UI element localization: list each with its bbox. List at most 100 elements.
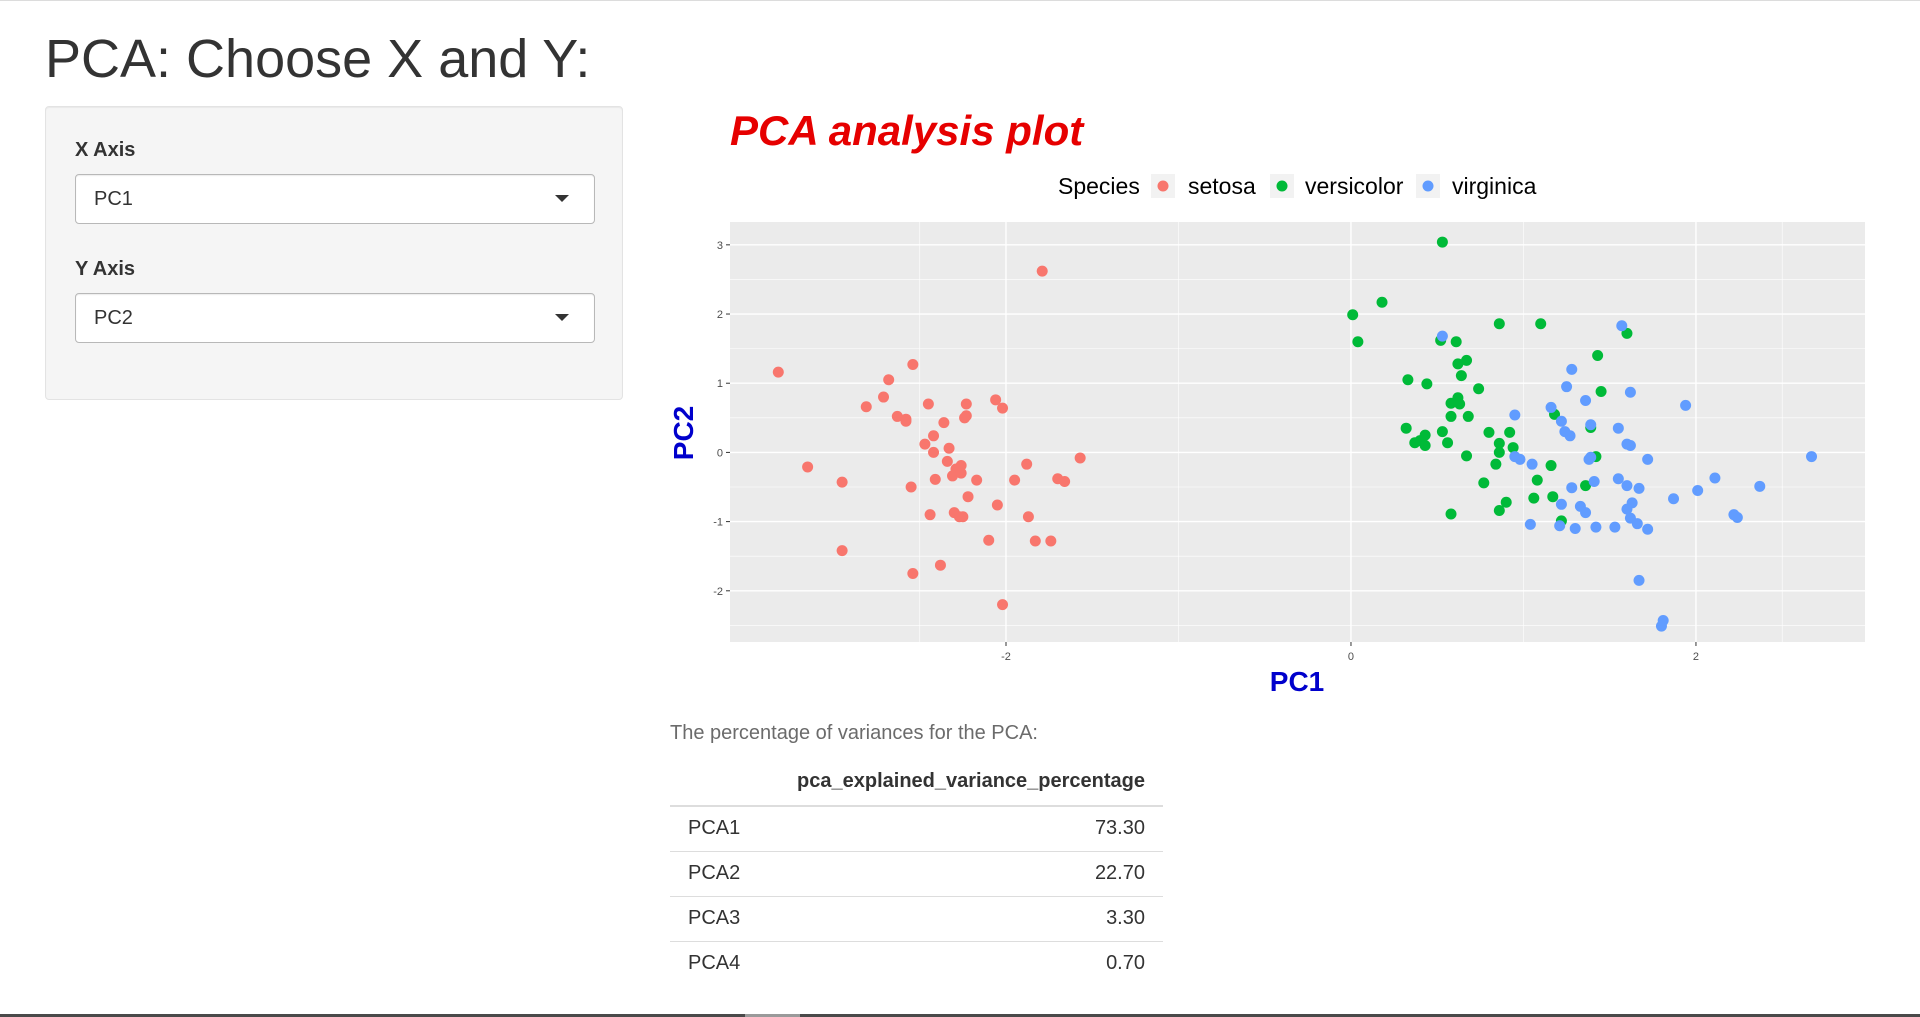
x-tick-label: 2 bbox=[1693, 651, 1699, 663]
point-versicolor bbox=[1421, 378, 1433, 390]
legend: Species setosa versicolor virginica bbox=[1058, 173, 1537, 199]
point-virginica bbox=[1555, 498, 1567, 510]
point-setosa bbox=[928, 430, 940, 442]
legend-swatch-virginica bbox=[1422, 180, 1434, 192]
point-versicolor bbox=[1400, 422, 1412, 434]
row-value: 73.30 bbox=[1094, 817, 1145, 839]
point-versicolor bbox=[1442, 437, 1454, 449]
point-setosa bbox=[928, 446, 940, 458]
horizontal-scrollbar[interactable] bbox=[0, 1014, 1920, 1017]
point-setosa bbox=[907, 359, 919, 371]
table-header-row: pca_explained_variance_percentage bbox=[670, 760, 1163, 807]
point-virginica bbox=[1692, 484, 1704, 496]
point-virginica bbox=[1583, 453, 1595, 465]
point-virginica bbox=[1642, 523, 1654, 535]
point-setosa bbox=[900, 415, 912, 427]
point-versicolor bbox=[1493, 437, 1505, 449]
point-versicolor bbox=[1545, 460, 1557, 472]
point-versicolor bbox=[1531, 474, 1543, 486]
point-setosa bbox=[1021, 458, 1033, 470]
point-virginica bbox=[1709, 472, 1721, 484]
point-setosa bbox=[943, 442, 955, 454]
point-virginica bbox=[1580, 507, 1592, 519]
point-versicolor bbox=[1450, 336, 1462, 348]
point-virginica bbox=[1624, 439, 1636, 451]
point-virginica bbox=[1514, 453, 1526, 465]
point-setosa bbox=[1022, 511, 1034, 523]
point-virginica bbox=[1588, 475, 1600, 487]
point-setosa bbox=[947, 470, 959, 482]
point-virginica bbox=[1526, 458, 1538, 470]
point-virginica bbox=[1509, 409, 1521, 421]
point-setosa bbox=[991, 499, 1003, 511]
point-versicolor bbox=[1478, 477, 1490, 489]
point-setosa bbox=[860, 401, 872, 413]
point-virginica bbox=[1624, 386, 1636, 398]
legend-swatch-versicolor bbox=[1276, 180, 1288, 192]
legend-label-setosa: setosa bbox=[1188, 173, 1256, 199]
point-setosa bbox=[962, 491, 974, 503]
point-versicolor bbox=[1436, 426, 1448, 438]
y-axis-select[interactable]: PC2 bbox=[75, 293, 595, 343]
row-name: PCA2 bbox=[670, 851, 763, 897]
point-setosa bbox=[907, 567, 919, 579]
x-axis-select[interactable]: PC1 bbox=[75, 174, 595, 224]
point-virginica bbox=[1631, 518, 1643, 530]
point-virginica bbox=[1436, 330, 1448, 342]
row-value: 3.30 bbox=[762, 896, 1163, 942]
point-versicolor bbox=[1493, 318, 1505, 330]
point-versicolor bbox=[1592, 350, 1604, 362]
gridlines bbox=[730, 222, 1865, 642]
point-versicolor bbox=[1445, 508, 1457, 520]
row-name: PCA3 bbox=[670, 896, 763, 942]
table-row: PCA3 3.30 bbox=[670, 896, 1163, 942]
y-tick-label: 3 bbox=[717, 240, 723, 252]
scrollbar-thumb[interactable] bbox=[745, 1014, 800, 1017]
point-versicolor bbox=[1528, 492, 1540, 504]
variance-caption: The percentage of variances for the PCA: bbox=[670, 722, 1038, 744]
point-setosa bbox=[997, 599, 1009, 611]
point-versicolor bbox=[1507, 442, 1519, 454]
point-setosa bbox=[934, 559, 946, 571]
point-versicolor bbox=[1347, 309, 1359, 321]
point-versicolor bbox=[1483, 426, 1495, 438]
point-setosa bbox=[960, 398, 972, 410]
x-tick-label: -2 bbox=[1001, 651, 1011, 663]
point-virginica bbox=[1566, 482, 1578, 494]
point-setosa bbox=[772, 366, 784, 378]
point-setosa bbox=[905, 481, 917, 493]
point-versicolor bbox=[1376, 296, 1388, 308]
table-header-variance: pca_explained_variance_percentage bbox=[762, 760, 1163, 807]
y-tick-label: 0 bbox=[717, 447, 723, 459]
point-setosa bbox=[883, 374, 895, 386]
point-versicolor bbox=[1461, 354, 1473, 366]
y-axis-selected-value: PC2 bbox=[94, 307, 133, 329]
point-virginica bbox=[1585, 419, 1597, 431]
point-virginica bbox=[1655, 620, 1667, 632]
point-versicolor bbox=[1580, 480, 1592, 492]
point-setosa bbox=[929, 473, 941, 485]
point-versicolor bbox=[1504, 426, 1516, 438]
point-virginica bbox=[1680, 399, 1692, 411]
y-tick-label: 2 bbox=[717, 309, 723, 321]
point-setosa bbox=[955, 460, 967, 472]
point-virginica bbox=[1569, 523, 1581, 535]
point-virginica bbox=[1612, 422, 1624, 434]
point-virginica bbox=[1555, 415, 1567, 427]
y-axis-label: Y Axis bbox=[75, 258, 136, 280]
point-setosa bbox=[997, 402, 1009, 414]
chevron-down-icon bbox=[555, 195, 569, 202]
point-versicolor bbox=[1493, 505, 1505, 517]
point-versicolor bbox=[1402, 374, 1414, 386]
point-versicolor bbox=[1455, 370, 1467, 382]
y-tick-label: -1 bbox=[713, 517, 723, 529]
point-versicolor bbox=[1409, 437, 1421, 449]
point-versicolor bbox=[1452, 358, 1464, 370]
point-setosa bbox=[957, 511, 969, 523]
axes: -2 0 2 -2 -1 0 1 2 3 bbox=[713, 240, 1699, 663]
point-setosa bbox=[983, 534, 995, 546]
point-versicolor bbox=[1445, 397, 1457, 409]
page-title: PCA: Choose X and Y: bbox=[45, 29, 591, 89]
chevron-down-icon bbox=[555, 314, 569, 321]
point-setosa bbox=[959, 412, 971, 424]
